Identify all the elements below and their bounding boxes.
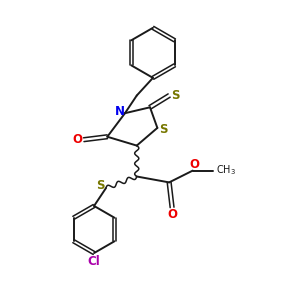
Text: S: S: [96, 179, 104, 192]
Text: Cl: Cl: [88, 255, 100, 268]
Text: S: S: [171, 89, 180, 102]
Text: O: O: [72, 133, 82, 146]
Text: O: O: [167, 208, 177, 221]
Text: CH$_3$: CH$_3$: [216, 163, 236, 177]
Text: N: N: [115, 105, 125, 118]
Text: O: O: [189, 158, 199, 171]
Text: S: S: [160, 123, 168, 136]
